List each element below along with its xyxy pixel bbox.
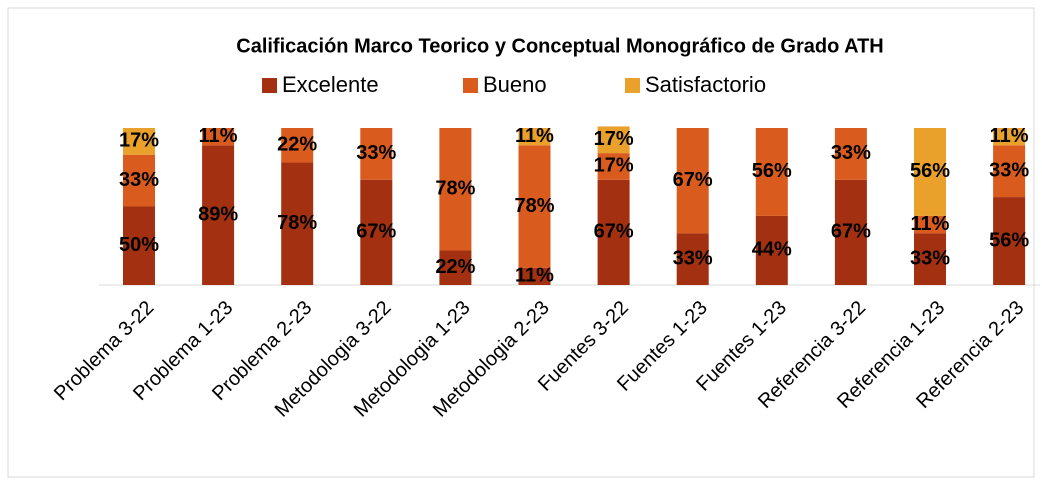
data-label: 11% bbox=[199, 125, 238, 147]
bar-segment bbox=[202, 145, 235, 285]
data-label: 56% bbox=[752, 160, 792, 182]
bar-segment bbox=[914, 128, 946, 216]
data-label: 33% bbox=[673, 247, 713, 269]
data-label: 78% bbox=[277, 212, 317, 234]
bar-segment bbox=[123, 154, 155, 207]
bar-segment bbox=[834, 179, 867, 285]
legend-label: Excelente bbox=[282, 72, 379, 97]
data-label: 11% bbox=[515, 265, 554, 287]
data-label: 11% bbox=[911, 213, 950, 235]
bar-segment bbox=[993, 197, 1026, 285]
data-label: 17% bbox=[594, 155, 634, 177]
legend-swatch bbox=[262, 78, 277, 93]
bar-segment bbox=[597, 153, 630, 180]
data-label: 50% bbox=[119, 234, 159, 256]
bar-segment bbox=[360, 128, 393, 180]
bar-segment bbox=[993, 128, 1026, 146]
data-label: 11% bbox=[515, 125, 554, 147]
bar-segment bbox=[281, 162, 314, 285]
data-label: 33% bbox=[831, 142, 871, 164]
data-label: 33% bbox=[356, 142, 396, 164]
bar-segment bbox=[123, 128, 155, 155]
bar-segment bbox=[518, 267, 551, 285]
data-label: 56% bbox=[989, 229, 1029, 251]
bar-segment bbox=[518, 128, 551, 146]
data-label: 11% bbox=[990, 125, 1029, 147]
data-label: 78% bbox=[435, 178, 475, 200]
data-label: 67% bbox=[831, 221, 871, 243]
legend-swatch bbox=[463, 78, 478, 93]
bar-segment bbox=[518, 145, 551, 268]
bar-segment bbox=[439, 250, 472, 285]
data-label: 17% bbox=[119, 130, 159, 152]
bar-segment bbox=[834, 128, 867, 180]
data-label: 78% bbox=[514, 195, 554, 217]
bar-segment bbox=[597, 126, 630, 154]
legend-label: Satisfactorio bbox=[645, 72, 766, 97]
legend-label: Bueno bbox=[483, 72, 547, 97]
bar-segment bbox=[755, 128, 788, 216]
bar-segment bbox=[439, 128, 472, 251]
data-label: 33% bbox=[910, 247, 950, 269]
data-label: 33% bbox=[989, 159, 1029, 181]
data-label: 22% bbox=[277, 134, 317, 156]
bar-segment bbox=[914, 215, 946, 234]
data-label: 56% bbox=[910, 160, 950, 182]
data-label: 33% bbox=[119, 169, 159, 191]
data-label: 22% bbox=[435, 256, 475, 278]
data-label: 89% bbox=[198, 203, 238, 225]
chart-title: Calificación Marco Teorico y Conceptual … bbox=[236, 35, 884, 57]
bar-segment bbox=[755, 215, 788, 285]
data-label: 67% bbox=[594, 221, 634, 243]
bar-segment bbox=[993, 145, 1026, 198]
bar-segment bbox=[676, 233, 709, 285]
data-label: 17% bbox=[594, 128, 634, 150]
bar-segment bbox=[123, 206, 155, 285]
bar-segment bbox=[597, 179, 630, 285]
bar-segment bbox=[676, 128, 709, 234]
legend-swatch bbox=[625, 78, 640, 93]
data-label: 44% bbox=[752, 239, 792, 261]
data-label: 67% bbox=[356, 221, 396, 243]
bar-segment bbox=[281, 128, 314, 163]
data-label: 67% bbox=[673, 169, 713, 191]
bar-segment bbox=[202, 128, 235, 146]
bar-segment bbox=[360, 179, 393, 285]
bar-segment bbox=[914, 233, 946, 285]
